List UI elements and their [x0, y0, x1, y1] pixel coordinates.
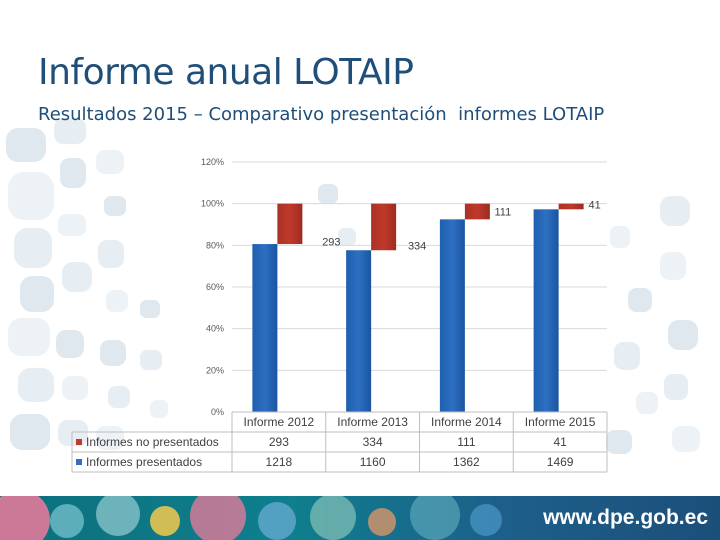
bg-shape — [106, 290, 128, 312]
bg-shape — [660, 196, 690, 226]
bg-shape — [672, 426, 700, 452]
table-cell: 293 — [269, 435, 289, 449]
bg-shape — [664, 374, 688, 400]
slide-subtitle: Resultados 2015 – Comparativo presentaci… — [38, 104, 605, 125]
data-label-no-presentados: 41 — [589, 200, 601, 212]
legend-swatch — [76, 459, 82, 465]
y-tick-label: 60% — [206, 282, 224, 292]
bg-shape — [10, 414, 50, 450]
bg-shape — [8, 318, 50, 356]
bg-shape — [8, 172, 54, 220]
table-cell: 111 — [457, 435, 476, 449]
bg-shape — [58, 214, 86, 236]
table-cell: 334 — [363, 435, 383, 449]
bg-shape — [338, 228, 356, 246]
footer-bar: www.dpe.gob.ec — [0, 496, 720, 540]
y-tick-label: 0% — [211, 407, 224, 417]
bg-shape — [140, 300, 160, 318]
bg-shape — [668, 320, 698, 350]
x-category-label: Informe 2015 — [525, 415, 596, 429]
bg-shape — [610, 226, 630, 248]
bg-shape — [140, 350, 162, 370]
bg-shape — [628, 288, 652, 312]
bar-presentados — [533, 209, 559, 412]
bg-shape — [54, 118, 86, 144]
bg-shape — [6, 128, 46, 162]
legend-swatch — [76, 439, 82, 445]
footer-url[interactable]: www.dpe.gob.ec — [543, 506, 708, 529]
table-cell: 1160 — [360, 455, 386, 469]
bg-shape — [100, 340, 126, 366]
bg-shape — [98, 240, 124, 268]
x-category-label: Informe 2014 — [431, 415, 502, 429]
slide-title: Informe anual LOTAIP — [38, 52, 414, 93]
bg-shape — [318, 184, 338, 204]
legend-label: Informes presentados — [86, 455, 202, 469]
y-tick-label: 80% — [206, 240, 224, 250]
bar-presentados — [252, 244, 278, 412]
bar-no-presentados — [558, 203, 584, 210]
data-label-no-presentados: 334 — [408, 241, 426, 253]
bg-shape — [62, 376, 88, 400]
bg-shape — [60, 158, 86, 188]
bg-shape — [660, 252, 686, 280]
chart-data-table: Informe 2012 Informe 2013 Informe 2014 Info… — [71, 411, 608, 473]
legend-label: Informes no presentados — [86, 435, 219, 449]
x-category-label: Informe 2012 — [244, 415, 315, 429]
chart-bars — [252, 203, 584, 412]
y-tick-label: 120% — [201, 157, 224, 167]
bg-shape — [14, 228, 52, 268]
chart-data-labels: 293 334 111 41 — [322, 200, 601, 253]
y-tick-label: 40% — [206, 324, 224, 334]
bar-no-presentados — [371, 203, 397, 251]
bg-shape — [56, 330, 84, 358]
bg-shape — [62, 262, 92, 292]
bar-presentados — [346, 250, 372, 412]
bg-shape — [96, 150, 124, 174]
bar-no-presentados — [277, 203, 303, 245]
bg-shape — [614, 342, 640, 370]
y-tick-label: 20% — [206, 365, 224, 375]
x-category-label: Informe 2013 — [337, 415, 408, 429]
bg-shape — [104, 196, 126, 216]
bg-shape — [18, 368, 54, 402]
bg-shape — [20, 276, 54, 312]
bar-no-presentados — [464, 203, 490, 220]
table-cell: 1218 — [266, 455, 293, 469]
y-axis-ticks: 0% 20% 40% 60% 80% 100% 120% — [201, 157, 224, 417]
y-tick-label: 100% — [201, 199, 224, 209]
bg-shape — [606, 430, 632, 454]
bg-shape — [108, 386, 130, 408]
bg-shape — [636, 392, 658, 414]
data-label-no-presentados: 111 — [495, 207, 512, 219]
table-cell: 1469 — [547, 455, 574, 469]
table-cell: 41 — [553, 435, 567, 449]
bar-presentados — [439, 219, 465, 412]
table-cell: 1362 — [453, 455, 480, 469]
bg-shape — [150, 400, 168, 418]
data-label-no-presentados: 293 — [322, 237, 340, 249]
